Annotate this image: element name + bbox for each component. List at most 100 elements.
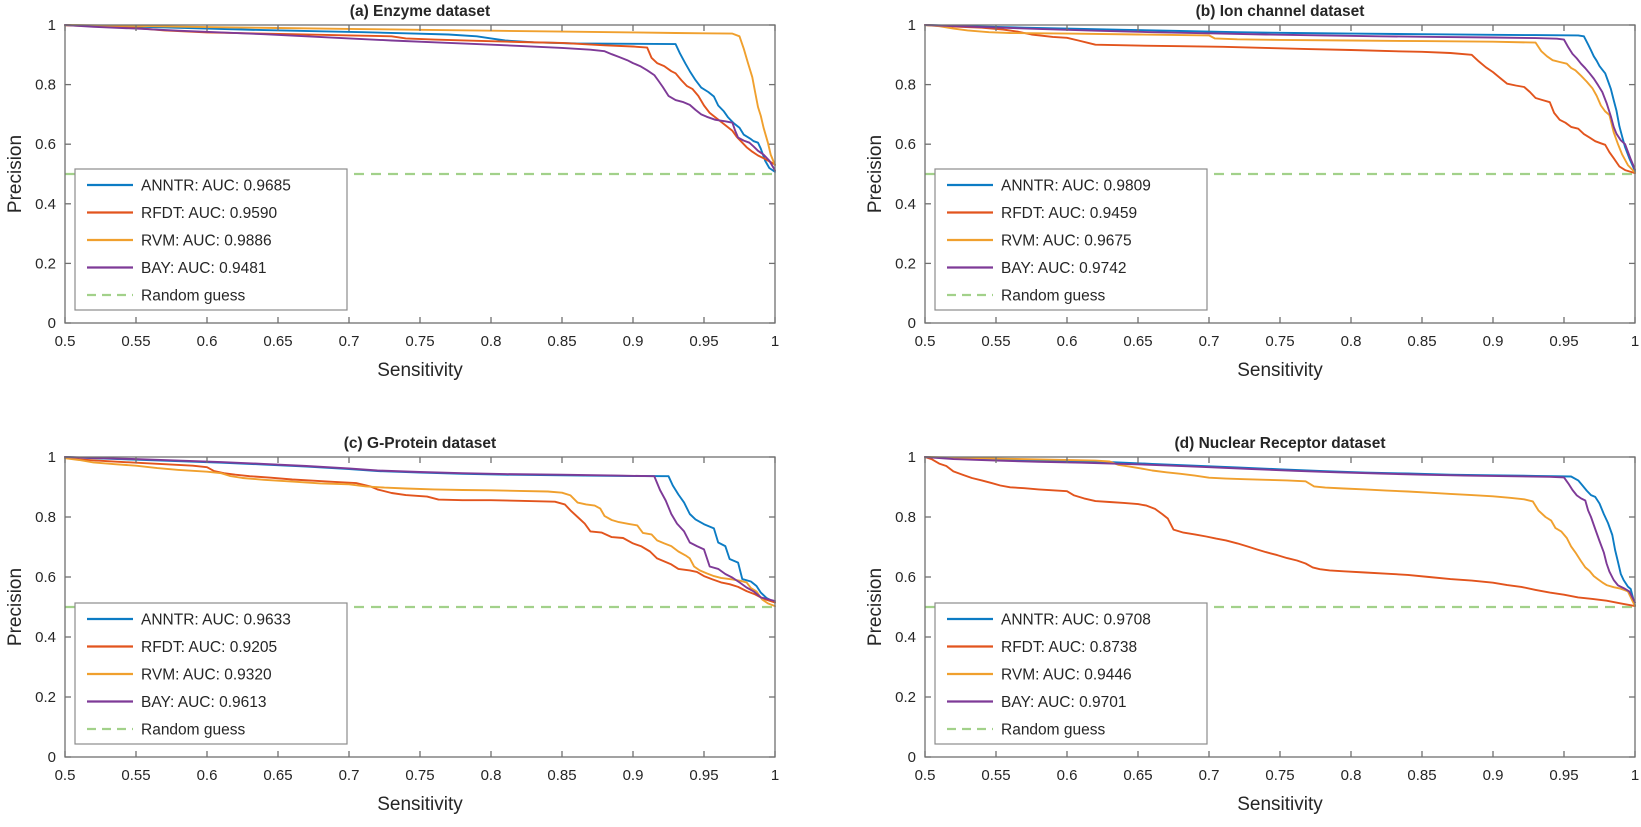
y-axis-label: Precision — [5, 135, 26, 213]
y-tick-label: 1 — [48, 449, 56, 466]
x-tick-label: 0.85 — [547, 333, 576, 350]
series-line-bay — [924, 456, 1636, 604]
legend-entry-label: RFDT: AUC: 0.8738 — [1001, 639, 1137, 656]
x-tick-label: 0.55 — [981, 767, 1010, 784]
x-tick-label: 0.6 — [197, 333, 218, 350]
legend-entry-label: Random guess — [1001, 722, 1106, 739]
y-tick-label: 0.4 — [35, 196, 56, 213]
x-tick-label: 0.75 — [405, 767, 434, 784]
series-line-bay — [924, 24, 1636, 171]
y-tick-label: 0.2 — [35, 255, 56, 272]
panel-c-g-protein: (c) G-Protein dataset 0.5 0.55 0.6 0.65 0.7 0.… — [0, 413, 820, 827]
series-line-rvm — [924, 24, 1636, 174]
x-tick-label: 0.8 — [1341, 333, 1362, 350]
legend-entry-label: Random guess — [141, 288, 246, 305]
series-line-rvm — [924, 456, 1636, 608]
series-line-rvm — [64, 457, 776, 608]
series-line-rfdt — [64, 24, 776, 166]
legend-entry-label: RVM: AUC: 0.9675 — [1001, 233, 1132, 250]
y-tick-label: 0.6 — [35, 136, 56, 153]
x-tick-label: 0.9 — [623, 333, 644, 350]
legend-entry-label: BAY: AUC: 0.9742 — [1001, 260, 1127, 277]
x-tick-label: 0.7 — [1199, 333, 1220, 350]
x-tick-label: 0.85 — [547, 767, 576, 784]
legend-entry-label: RFDT: AUC: 0.9459 — [1001, 205, 1137, 222]
x-tick-label: 1 — [771, 767, 779, 784]
x-axis-label: Sensitivity — [377, 794, 463, 815]
legend: ANNTR: AUC: 0.9708 RFDT: AUC: 0.8738 RVM: … — [934, 602, 1208, 745]
y-tick-label: 0.6 — [895, 569, 916, 586]
legend-entry-label: RVM: AUC: 0.9886 — [141, 233, 272, 250]
x-tick-label: 0.9 — [1483, 333, 1504, 350]
y-tick-label: 0.8 — [35, 509, 56, 526]
x-tick-label: 0.55 — [981, 333, 1010, 350]
legend-entry-label: ANNTR: AUC: 0.9633 — [141, 612, 291, 629]
legend-entry-label: BAY: AUC: 0.9613 — [141, 694, 267, 711]
legend-entry-label: BAY: AUC: 0.9701 — [1001, 694, 1127, 711]
x-tick-label: 0.6 — [197, 767, 218, 784]
x-tick-label: 0.6 — [1057, 333, 1078, 350]
panel-svg-1: (b) Ion channel dataset 0.5 0.55 0.6 0.65 0.7… — [865, 3, 1639, 381]
y-tick-label: 0 — [908, 315, 916, 332]
legend-entry-label: RFDT: AUC: 0.9590 — [141, 205, 277, 222]
x-tick-label: 0.85 — [1407, 767, 1436, 784]
legend-entry-label: ANNTR: AUC: 0.9809 — [1001, 178, 1151, 195]
x-tick-label: 0.75 — [1265, 767, 1294, 784]
x-tick-label: 0.6 — [1057, 767, 1078, 784]
x-tick-label: 0.8 — [481, 767, 502, 784]
x-tick-label: 0.65 — [1123, 333, 1152, 350]
panel-svg-0: (a) Enzyme dataset 0.5 0.55 0.6 0.65 0.7 0.75 0… — [5, 3, 779, 381]
legend-entry-label: BAY: AUC: 0.9481 — [141, 260, 267, 277]
x-tick-label: 1 — [1631, 333, 1639, 350]
y-tick-label: 1 — [908, 17, 916, 34]
x-tick-label: 0.65 — [263, 333, 292, 350]
series-line-bay — [64, 456, 776, 602]
x-tick-label: 0.95 — [1549, 333, 1578, 350]
x-tick-label: 1 — [1631, 767, 1639, 784]
y-tick-label: 0.2 — [35, 689, 56, 706]
legend: ANNTR: AUC: 0.9809 RFDT: AUC: 0.9459 RVM: … — [934, 168, 1208, 311]
y-tick-label: 0 — [48, 315, 56, 332]
panel-title: (a) Enzyme dataset — [350, 3, 490, 20]
panel-title: (c) G-Protein dataset — [344, 435, 496, 452]
y-tick-label: 0.8 — [35, 77, 56, 94]
legend-entry-label: RVM: AUC: 0.9446 — [1001, 667, 1132, 684]
x-tick-label: 0.7 — [339, 333, 360, 350]
x-tick-label: 1 — [771, 333, 779, 350]
x-tick-label: 0.7 — [1199, 767, 1220, 784]
series-line-anntr — [64, 456, 776, 604]
x-tick-label: 0.8 — [481, 333, 502, 350]
x-axis-label: Sensitivity — [377, 360, 463, 381]
series-line-anntr — [64, 24, 776, 173]
x-tick-label: 0.55 — [121, 767, 150, 784]
x-tick-label: 0.95 — [689, 767, 718, 784]
x-tick-label: 0.85 — [1407, 333, 1436, 350]
x-tick-label: 0.9 — [623, 767, 644, 784]
series-line-rfdt — [924, 24, 1636, 175]
series-line-anntr — [924, 24, 1636, 172]
x-tick-label: 0.55 — [121, 333, 150, 350]
y-tick-label: 0.6 — [895, 136, 916, 153]
y-tick-label: 0.4 — [35, 629, 56, 646]
y-axis-label: Precision — [865, 135, 886, 213]
x-tick-label: 0.5 — [55, 333, 76, 350]
x-tick-label: 0.65 — [263, 767, 292, 784]
x-tick-label: 0.5 — [915, 767, 936, 784]
x-tick-label: 0.95 — [689, 333, 718, 350]
legend: ANNTR: AUC: 0.9685 RFDT: AUC: 0.9590 RVM: … — [74, 168, 348, 311]
y-tick-label: 0.8 — [895, 509, 916, 526]
y-axis-label: Precision — [5, 568, 26, 646]
y-tick-label: 0.8 — [895, 77, 916, 94]
legend-entry-label: Random guess — [141, 722, 246, 739]
panel-title: (b) Ion channel dataset — [1196, 3, 1365, 20]
y-tick-label: 0.2 — [895, 255, 916, 272]
y-tick-label: 0.2 — [895, 689, 916, 706]
panel-title: (d) Nuclear Receptor dataset — [1174, 435, 1385, 452]
x-axis-label: Sensitivity — [1237, 794, 1323, 815]
series-line-rfdt — [64, 456, 776, 604]
x-tick-label: 0.9 — [1483, 767, 1504, 784]
y-tick-label: 1 — [48, 17, 56, 34]
panel-svg-3: (d) Nuclear Receptor dataset 0.5 0.55 0.6 0.… — [865, 435, 1639, 815]
y-axis-label: Precision — [865, 568, 886, 646]
x-tick-label: 0.95 — [1549, 767, 1578, 784]
